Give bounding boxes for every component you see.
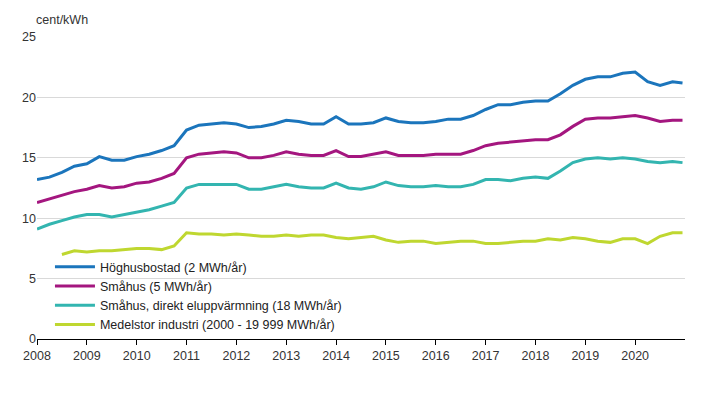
svg-text:0: 0: [29, 332, 36, 346]
svg-text:Höghusbostad (2 MWh/år): Höghusbostad (2 MWh/år): [100, 261, 247, 275]
svg-text:Småhus (5 MWh/år): Småhus (5 MWh/år): [100, 280, 212, 294]
svg-text:Medelstor industri (2000 - 19: Medelstor industri (2000 - 19 999 MWh/år…: [100, 318, 335, 332]
svg-text:2008: 2008: [23, 349, 51, 363]
svg-text:20: 20: [22, 91, 36, 105]
svg-text:2018: 2018: [522, 349, 550, 363]
svg-text:2020: 2020: [621, 349, 649, 363]
svg-text:2012: 2012: [222, 349, 250, 363]
svg-text:Småhus, direkt eluppvärmning (: Småhus, direkt eluppvärmning (18 MWh/år): [100, 299, 342, 313]
svg-text:25: 25: [22, 30, 36, 44]
svg-text:2019: 2019: [571, 349, 599, 363]
svg-text:2013: 2013: [272, 349, 300, 363]
svg-text:15: 15: [22, 151, 36, 165]
svg-text:2011: 2011: [173, 349, 200, 363]
svg-text:cent/kWh: cent/kWh: [36, 13, 88, 27]
svg-text:2017: 2017: [472, 349, 500, 363]
svg-text:5: 5: [29, 272, 36, 286]
svg-text:2010: 2010: [123, 349, 151, 363]
svg-text:2009: 2009: [73, 349, 101, 363]
svg-text:10: 10: [22, 212, 36, 226]
svg-text:2014: 2014: [322, 349, 350, 363]
svg-text:2016: 2016: [422, 349, 450, 363]
svg-text:2015: 2015: [372, 349, 400, 363]
